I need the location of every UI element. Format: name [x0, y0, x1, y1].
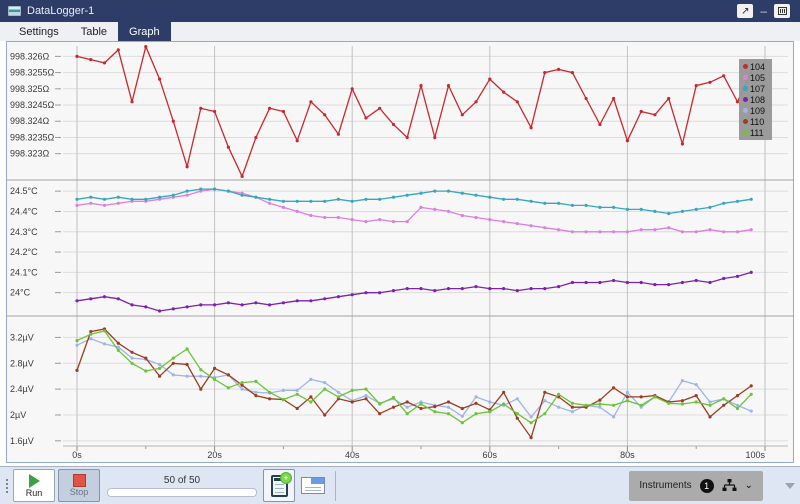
run-label: Run: [25, 487, 43, 498]
legend-item-111[interactable]: 111: [742, 127, 765, 138]
legend[interactable]: 104 105 107 108 109 110 111: [738, 59, 772, 140]
progress-bar: [107, 487, 257, 497]
svg-text:2.8µV: 2.8µV: [10, 358, 34, 368]
legend-item-105[interactable]: 105: [742, 72, 765, 83]
svg-text:60s: 60s: [483, 450, 498, 460]
tab-settings[interactable]: Settings: [19, 26, 59, 38]
svg-text:24.3°C: 24.3°C: [10, 227, 38, 237]
legend-dot: [742, 97, 748, 102]
toolbar-overflow-icon[interactable]: [785, 482, 795, 489]
stop-button[interactable]: Stop: [58, 469, 100, 502]
svg-text:998.324Ω: 998.324Ω: [10, 116, 50, 126]
svg-text:998.323Ω: 998.323Ω: [10, 149, 50, 159]
svg-text:998.3255Ω: 998.3255Ω: [10, 68, 55, 78]
grid-view-icon[interactable]: [774, 4, 790, 18]
svg-text:24.1°C: 24.1°C: [10, 267, 38, 277]
svg-text:100s: 100s: [745, 450, 765, 460]
minimize-icon[interactable]: –: [760, 4, 767, 18]
tab-table[interactable]: Table: [80, 26, 108, 38]
legend-label: 109: [749, 105, 765, 116]
legend-dot: [742, 64, 748, 69]
progress-group: 50 of 50: [107, 475, 257, 497]
svg-text:998.325Ω: 998.325Ω: [10, 84, 50, 94]
svg-text:998.326Ω: 998.326Ω: [10, 51, 50, 61]
svg-text:80s: 80s: [620, 450, 635, 460]
notepad-badge-icon: +: [280, 472, 292, 484]
legend-item-108[interactable]: 108: [742, 94, 765, 105]
svg-text:24.5°C: 24.5°C: [10, 186, 38, 196]
window-title: DataLogger-1: [27, 5, 95, 17]
legend-dot: [742, 86, 748, 91]
network-tree-icon: [722, 479, 737, 491]
svg-text:3.2µV: 3.2µV: [10, 332, 34, 342]
legend-dot: [742, 75, 748, 80]
svg-text:20s: 20s: [207, 450, 222, 460]
toolbar-separator: [335, 470, 336, 501]
title-bar: DataLogger-1 ↗ –: [0, 0, 800, 22]
play-icon: [28, 473, 40, 488]
legend-label: 104: [749, 61, 765, 72]
legend-dot: [742, 119, 748, 124]
chevron-down-icon: ⌄: [744, 479, 753, 491]
svg-text:1.6µV: 1.6µV: [10, 436, 34, 446]
legend-item-110[interactable]: 110: [742, 116, 765, 127]
svg-text:998.3245Ω: 998.3245Ω: [10, 100, 55, 110]
svg-text:0s: 0s: [72, 450, 82, 460]
instrument-count-badge: 1: [699, 478, 714, 493]
legend-dot: [742, 108, 748, 113]
tab-graph[interactable]: Graph: [118, 22, 171, 41]
legend-item-104[interactable]: 104: [742, 61, 765, 72]
instruments-button[interactable]: Instruments 1 ⌄: [629, 470, 763, 501]
svg-text:998.3235Ω: 998.3235Ω: [10, 132, 55, 142]
svg-text:40s: 40s: [345, 450, 360, 460]
graph-canvas[interactable]: 998.326Ω 998.3255Ω 998.325Ω 998.3245Ω 998.32…: [7, 42, 793, 462]
grid-glyph: [777, 7, 787, 15]
run-button[interactable]: Run: [13, 469, 55, 502]
legend-label: 105: [749, 72, 765, 83]
svg-text:24.2°C: 24.2°C: [10, 247, 38, 257]
app-icon: [8, 6, 21, 16]
legend-item-109[interactable]: 109: [742, 105, 765, 116]
legend-label: 107: [749, 83, 765, 94]
legend-label: 110: [749, 116, 765, 127]
instruments-label: Instruments: [639, 480, 692, 491]
svg-text:24.4°C: 24.4°C: [10, 206, 38, 216]
log-view-button[interactable]: +: [263, 469, 295, 502]
popout-icon[interactable]: ↗: [737, 4, 754, 18]
graph-panel: 998.326Ω 998.3255Ω 998.325Ω 998.3245Ω 998.32…: [6, 41, 794, 463]
legend-dot: [742, 130, 748, 135]
legend-label: 108: [749, 94, 765, 105]
window-view-button[interactable]: [301, 477, 325, 494]
legend-label: 111: [749, 127, 764, 138]
bottom-toolbar: Run Stop 50 of 50 + Instruments 1 ⌄: [0, 466, 800, 504]
stop-label: Stop: [69, 487, 89, 497]
legend-item-107[interactable]: 107: [742, 83, 765, 94]
svg-text:2µV: 2µV: [10, 410, 26, 420]
toolbar-grip[interactable]: [0, 478, 13, 493]
stop-icon: [72, 474, 86, 487]
svg-text:2.4µV: 2.4µV: [10, 384, 34, 394]
svg-text:24°C: 24°C: [10, 288, 31, 298]
tab-bar: Settings Table Graph: [0, 22, 800, 41]
progress-text: 50 of 50: [163, 474, 201, 486]
